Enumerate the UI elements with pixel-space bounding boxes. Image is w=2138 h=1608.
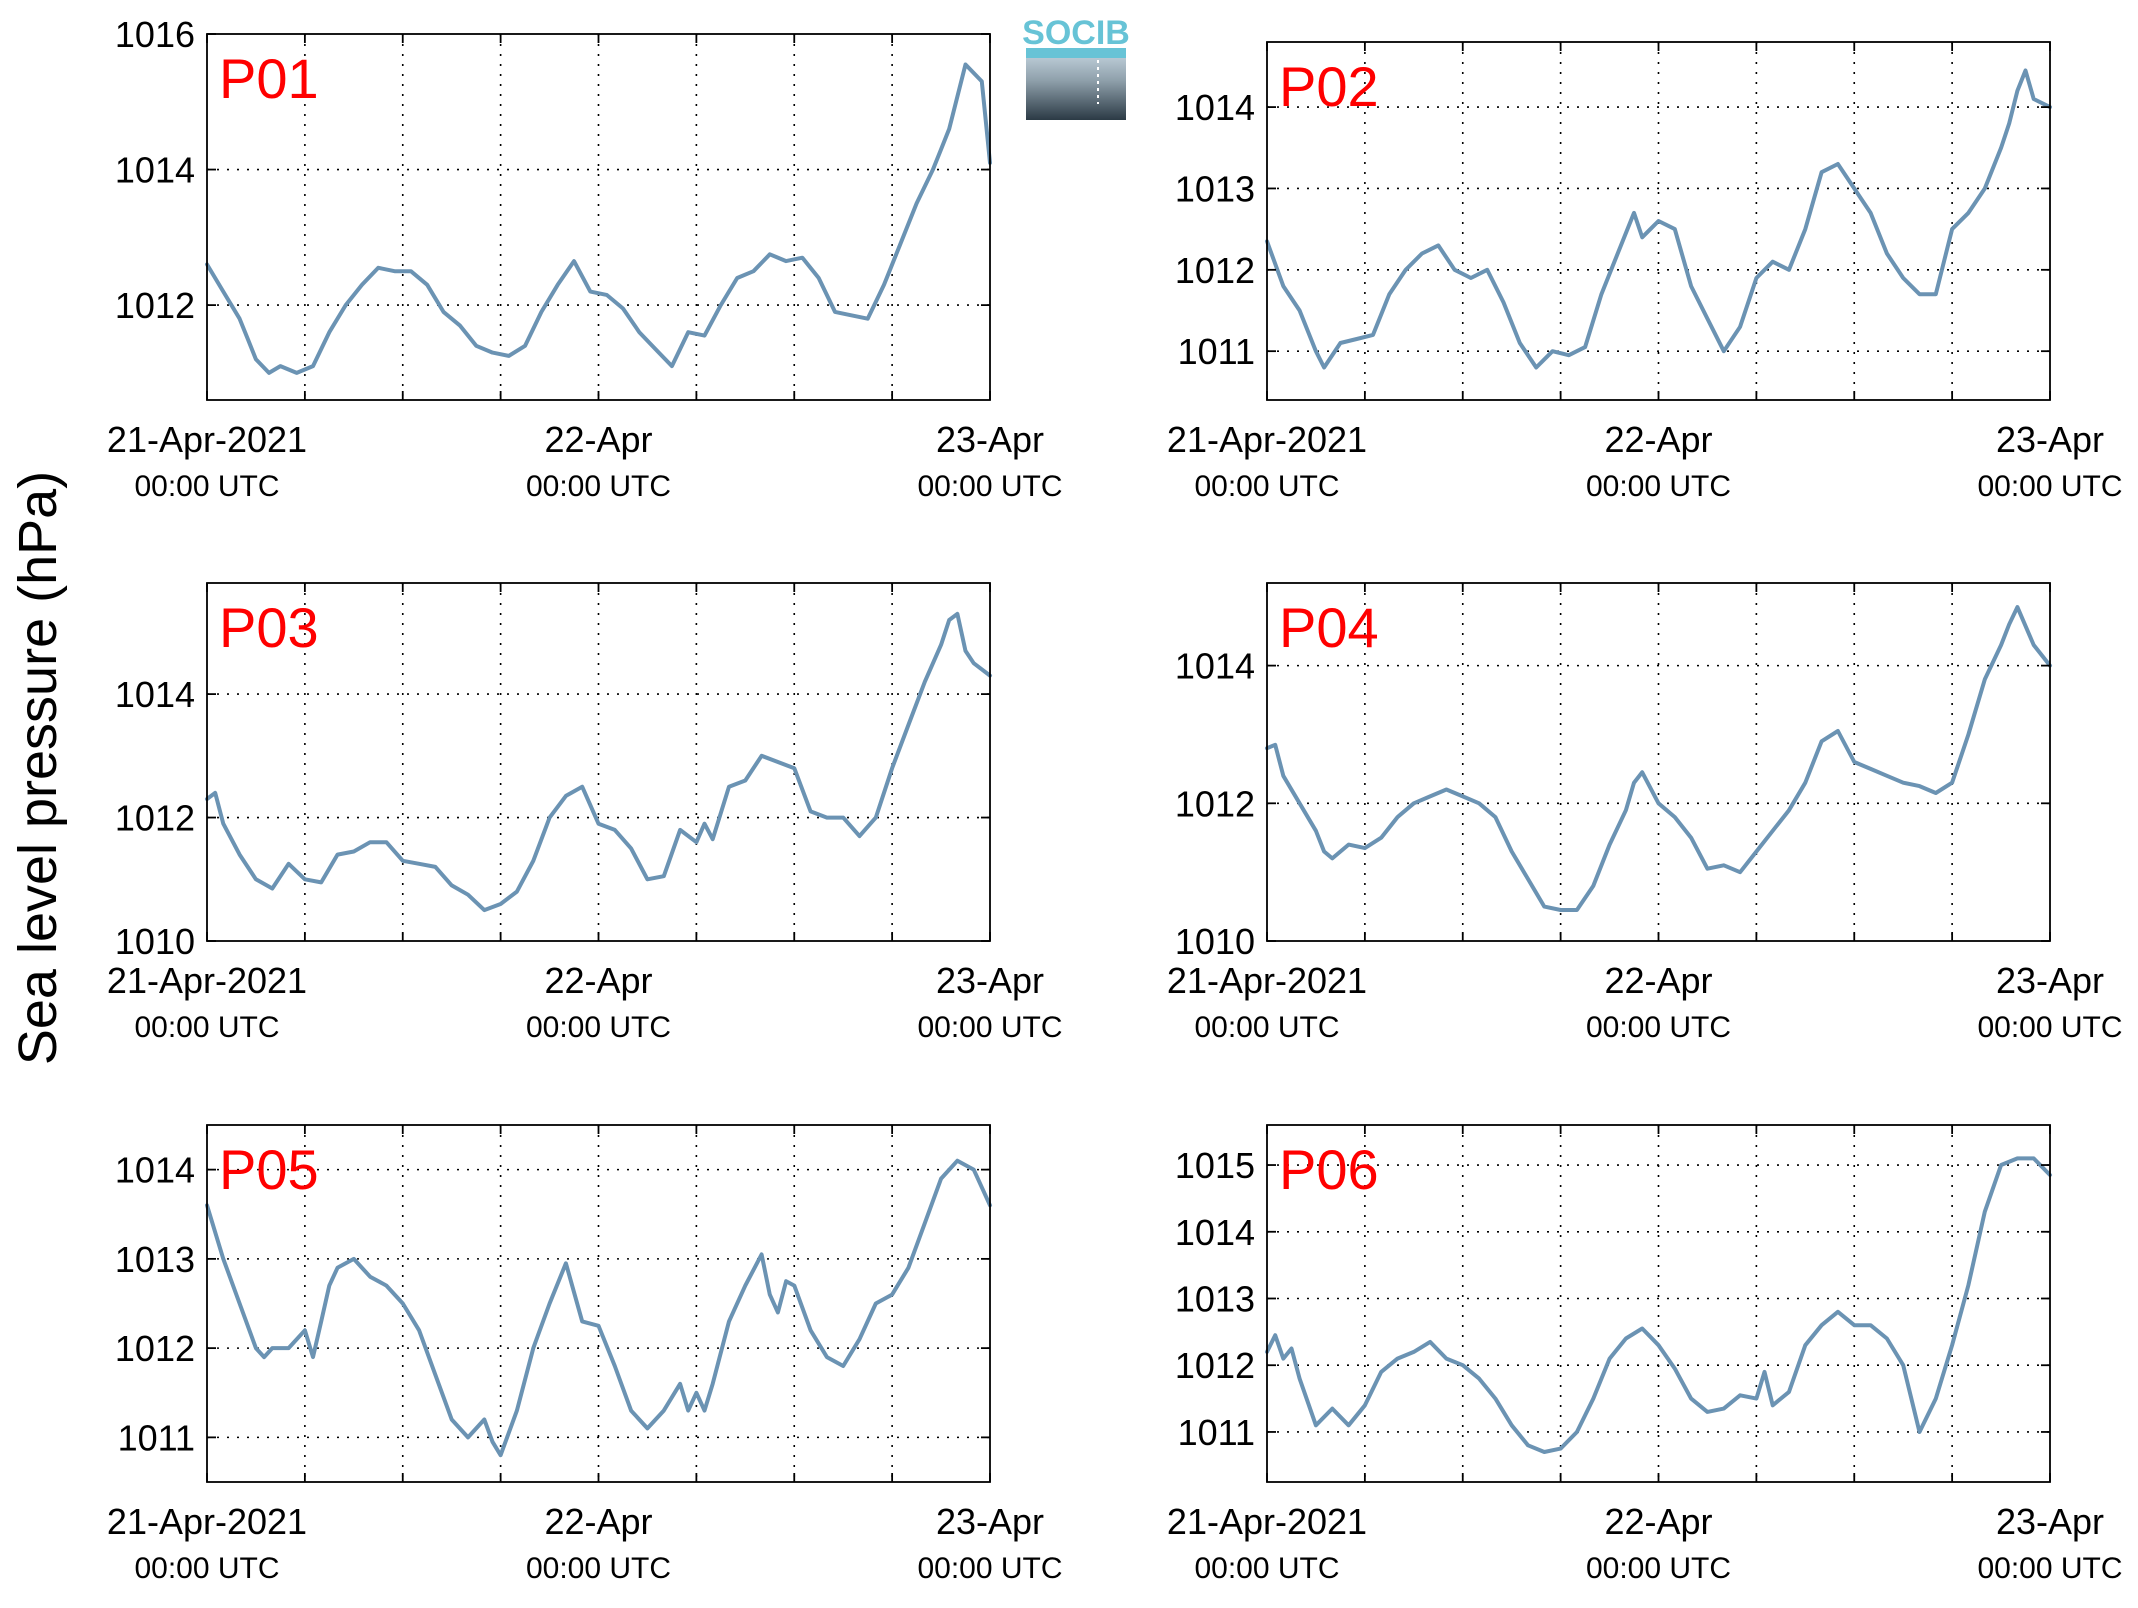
x-tick-sublabel: 00:00 UTC (1194, 1552, 1339, 1585)
x-tick-label: 21-Apr-2021 (107, 1501, 307, 1542)
y-tick-label: 1012 (115, 1328, 195, 1369)
y-tick-label: 1015 (1175, 1145, 1255, 1186)
y-tick-label: 1013 (1175, 1278, 1255, 1319)
x-tick-sublabel: 00:00 UTC (1586, 1011, 1731, 1044)
x-tick-sublabel: 00:00 UTC (526, 1552, 671, 1585)
x-tick-label: 21-Apr-2021 (107, 960, 307, 1001)
x-tick-sublabel: 00:00 UTC (134, 1552, 279, 1585)
series-line-p05 (205, 1158, 992, 1458)
x-tick-label: 21-Apr-2021 (1167, 1501, 1367, 1542)
y-tick-label: 1013 (1175, 168, 1255, 209)
y-tick-label: 1016 (115, 14, 195, 55)
plot-area (207, 583, 990, 941)
series-line-p02 (1265, 68, 2052, 370)
y-tick-label: 1014 (115, 674, 195, 715)
x-tick-sublabel: 00:00 UTC (1977, 1011, 2122, 1044)
y-tick-label: 1011 (118, 1417, 195, 1458)
x-tick-sublabel: 00:00 UTC (134, 1011, 279, 1044)
x-tick-sublabel: 00:00 UTC (1194, 470, 1339, 503)
plot-area (1267, 1125, 2050, 1482)
x-tick-label: 22-Apr (1604, 419, 1712, 460)
y-axis-label: Sea level pressure (hPa) (8, 471, 68, 1065)
panel-p04: 1010 1012 1014 21-Apr-2021 00:00 UTC 22-Apr 00… (1167, 582, 2123, 1044)
y-tick-label: 1011 (1178, 1412, 1255, 1453)
x-tick-sublabel: 00:00 UTC (1977, 1552, 2122, 1585)
x-tick-label: 23-Apr (936, 1501, 1044, 1542)
x-tick-label: 21-Apr-2021 (1167, 419, 1367, 460)
panel-p01: 1012 1014 1016 21-Apr-2021 00:00 UTC 22-Apr 00… (107, 14, 1063, 503)
x-tick-sublabel: 00:00 UTC (917, 470, 1062, 503)
x-tick-label: 22-Apr (544, 419, 652, 460)
x-tick-sublabel: 00:00 UTC (1586, 1552, 1731, 1585)
panel-label: P01 (219, 47, 319, 110)
plot-area (207, 1125, 990, 1482)
series-line-p06 (1265, 1156, 2052, 1454)
panel-label: P02 (1279, 55, 1379, 118)
panel-label: P06 (1279, 1138, 1379, 1201)
x-tick-label: 22-Apr (544, 1501, 652, 1542)
panel-label: P03 (219, 596, 319, 659)
x-tick-sublabel: 00:00 UTC (1977, 470, 2122, 503)
x-tick-label: 23-Apr (1996, 419, 2104, 460)
panel-label: P05 (219, 1138, 319, 1201)
x-tick-sublabel: 00:00 UTC (1194, 1011, 1339, 1044)
panel-p02: 1011 1012 1013 1014 21-Apr-2021 00:00 UTC 22-A… (1167, 41, 2123, 503)
series-line-p04 (1265, 605, 2052, 912)
x-tick-label: 22-Apr (1604, 960, 1712, 1001)
y-tick-label: 1012 (1175, 1345, 1255, 1386)
socib-logo: SOCIB (1022, 14, 1130, 120)
x-tick-label: 23-Apr (1996, 1501, 2104, 1542)
y-tick-label: 1014 (115, 150, 195, 191)
x-tick-sublabel: 00:00 UTC (526, 470, 671, 503)
y-tick-label: 1014 (1175, 1212, 1255, 1253)
x-tick-label: 21-Apr-2021 (107, 419, 307, 460)
panel-label: P04 (1279, 596, 1379, 659)
x-tick-label: 21-Apr-2021 (1167, 960, 1367, 1001)
x-tick-sublabel: 00:00 UTC (134, 470, 279, 503)
y-tick-label: 1012 (115, 285, 195, 326)
y-tick-label: 1014 (1175, 87, 1255, 128)
x-tick-label: 23-Apr (936, 960, 1044, 1001)
x-tick-label: 23-Apr (936, 419, 1044, 460)
y-tick-label: 1011 (1178, 331, 1255, 372)
series-line-p03 (205, 611, 992, 913)
x-tick-sublabel: 00:00 UTC (526, 1011, 671, 1044)
x-tick-sublabel: 00:00 UTC (917, 1552, 1062, 1585)
plot-area (1267, 583, 2050, 941)
y-tick-label: 1012 (115, 798, 195, 839)
y-tick-label: 1010 (1175, 921, 1255, 962)
y-tick-label: 1010 (115, 921, 195, 962)
y-tick-label: 1013 (115, 1239, 195, 1280)
logo-text: SOCIB (1022, 14, 1130, 52)
x-tick-label: 22-Apr (544, 960, 652, 1001)
x-tick-label: 22-Apr (1604, 1501, 1712, 1542)
y-tick-label: 1012 (1175, 250, 1255, 291)
x-tick-sublabel: 00:00 UTC (1586, 470, 1731, 503)
y-tick-label: 1014 (1175, 646, 1255, 687)
panel-p03: 1010 1012 1014 21-Apr-2021 00:00 UTC 22-Apr 00… (107, 582, 1063, 1044)
y-tick-label: 1014 (115, 1150, 195, 1191)
x-tick-sublabel: 00:00 UTC (917, 1011, 1062, 1044)
panel-p06: 1011 1012 1013 1014 1015 21-Apr-2021 00:00 UTC… (1167, 1124, 2123, 1585)
y-tick-label: 1012 (1175, 783, 1255, 824)
panel-p05: 1011 1012 1013 1014 21-Apr-2021 00:00 UTC 22-A… (107, 1124, 1063, 1585)
panels: 1012 1014 1016 21-Apr-2021 00:00 UTC 22-Apr 00… (107, 14, 2123, 1585)
series-line-p01 (205, 62, 992, 375)
x-tick-label: 23-Apr (1996, 960, 2104, 1001)
